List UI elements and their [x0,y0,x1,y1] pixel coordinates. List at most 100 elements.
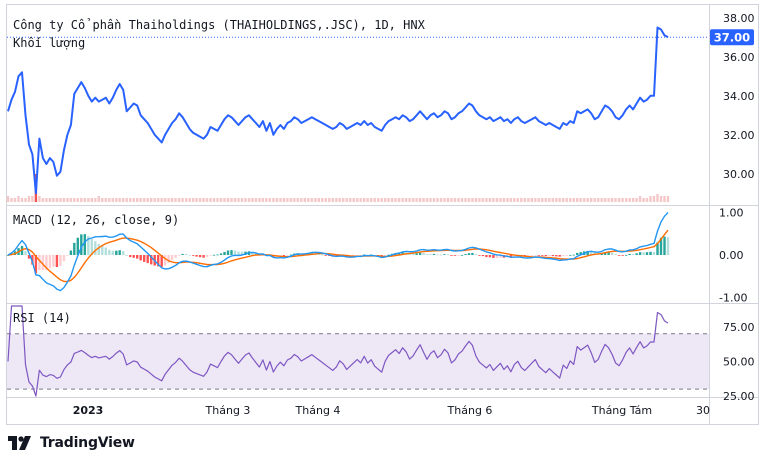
macd-histogram-bar [52,255,55,267]
macd-histogram-bar [457,255,460,256]
volume-bar [342,198,345,202]
volume-bar [132,198,135,202]
volume-bar [233,198,237,202]
macd-histogram-bar [590,251,593,255]
volume-bar [666,196,670,202]
volume-bar [282,198,286,202]
volume-bar [422,198,425,202]
macd-histogram-bar [558,255,561,257]
time-axis[interactable]: 2023 Tháng 3 Tháng 4 Tháng 6 Tháng Tám 30 [73,404,710,417]
macd-histogram-bar [111,250,114,255]
rsi-axis[interactable]: 25.00 50.00 75.00 [723,321,755,403]
volume-bar [631,198,635,202]
volume-bar [296,198,299,202]
volume-bar [17,196,20,202]
macd-histogram-bar [209,255,212,256]
macd-histogram-bar [167,255,170,264]
macd-histogram-bar [150,255,153,265]
rsi-band [7,333,709,390]
volume-bar [635,198,638,202]
macd-histogram-bar [656,242,659,255]
volume-bar [467,198,471,202]
macd-histogram-bar [537,255,540,256]
volume-bar [523,198,526,202]
volume-bar [593,198,596,202]
macd-histogram-bar [27,255,31,259]
volume-bar [279,198,282,202]
volume-bar [642,198,645,202]
volume-bar [300,198,303,202]
last-price-label: 37.00 [714,30,750,44]
macd-histogram-bar [460,254,464,256]
macd-histogram-bar [548,255,551,256]
macd-histogram-bar [432,253,436,255]
volume-bar [478,198,481,202]
volume-bar [534,198,537,202]
rsi-tick-label: 75.00 [723,321,755,334]
price-axis[interactable]: 30.00 32.00 34.00 36.00 38.00 [723,12,755,181]
macd-histogram-bar [62,255,66,262]
volume-bar [628,198,631,202]
macd-axis[interactable]: -1.00 0.00 1.00 [719,206,747,304]
macd-histogram-bar [170,255,174,261]
macd-histogram-bar [527,255,530,257]
macd-histogram-bar [569,254,572,256]
macd-histogram-bar [408,253,411,255]
volume-bar [80,198,83,202]
price-tick-label: 30.00 [723,168,755,181]
macd-histogram-bar [488,255,492,258]
macd-histogram-bar [467,253,471,255]
volume-bar [76,198,79,202]
volume-bar [607,198,610,202]
macd-histogram-bar [198,255,202,258]
macd-histogram-bar [659,237,663,255]
volume-bar [139,198,142,202]
macd-histogram-bar [621,255,624,256]
volume-bar [610,198,614,202]
macd-histogram-bar [286,255,289,256]
volume-bar [600,198,603,202]
macd-histogram-bar [356,255,359,256]
macd-histogram-bar [41,255,45,271]
macd-histogram-bar [139,255,142,261]
volume-bar [258,198,261,202]
macd-histogram-bar [541,255,544,256]
volume-bar [20,198,24,202]
volume-bar [293,198,296,202]
macd-histogram-bar [90,239,93,255]
last-price-badge [710,29,754,46]
volume-bar [411,198,415,202]
tradingview-logo[interactable]: TradingView [8,432,135,454]
macd-histogram-bar [363,254,366,256]
macd-histogram-bar [415,253,418,255]
volume-bar [324,198,327,202]
volume-bar [198,198,202,202]
volume-bar [516,198,519,202]
macd-histogram-bar [453,255,457,256]
volume-bar [111,198,114,202]
rsi-tick-label: 50.00 [723,355,755,368]
volume-bar [390,198,394,202]
macd-histogram-bar [230,250,233,255]
macd-histogram-bar [617,255,621,256]
macd-histogram-bar [184,253,188,255]
volume-bar [513,198,516,202]
macd-histogram-bar [122,251,125,255]
macd-histogram-bar [443,254,446,255]
volume-bar [638,196,642,202]
volume-bar [38,196,41,202]
volume-bar [150,198,153,202]
price-line [7,26,669,195]
volume-bar [275,198,279,202]
volume-bar [617,198,621,202]
macd-histogram-bar [534,255,537,256]
volume-bar [205,198,209,202]
macd-histogram-bar [73,242,76,255]
volume-bar [97,196,100,202]
volume-bar [226,198,230,202]
macd-histogram-bar [317,253,320,255]
volume-bar [649,196,652,202]
volume-bar [586,198,589,202]
volume-bar [474,198,478,202]
